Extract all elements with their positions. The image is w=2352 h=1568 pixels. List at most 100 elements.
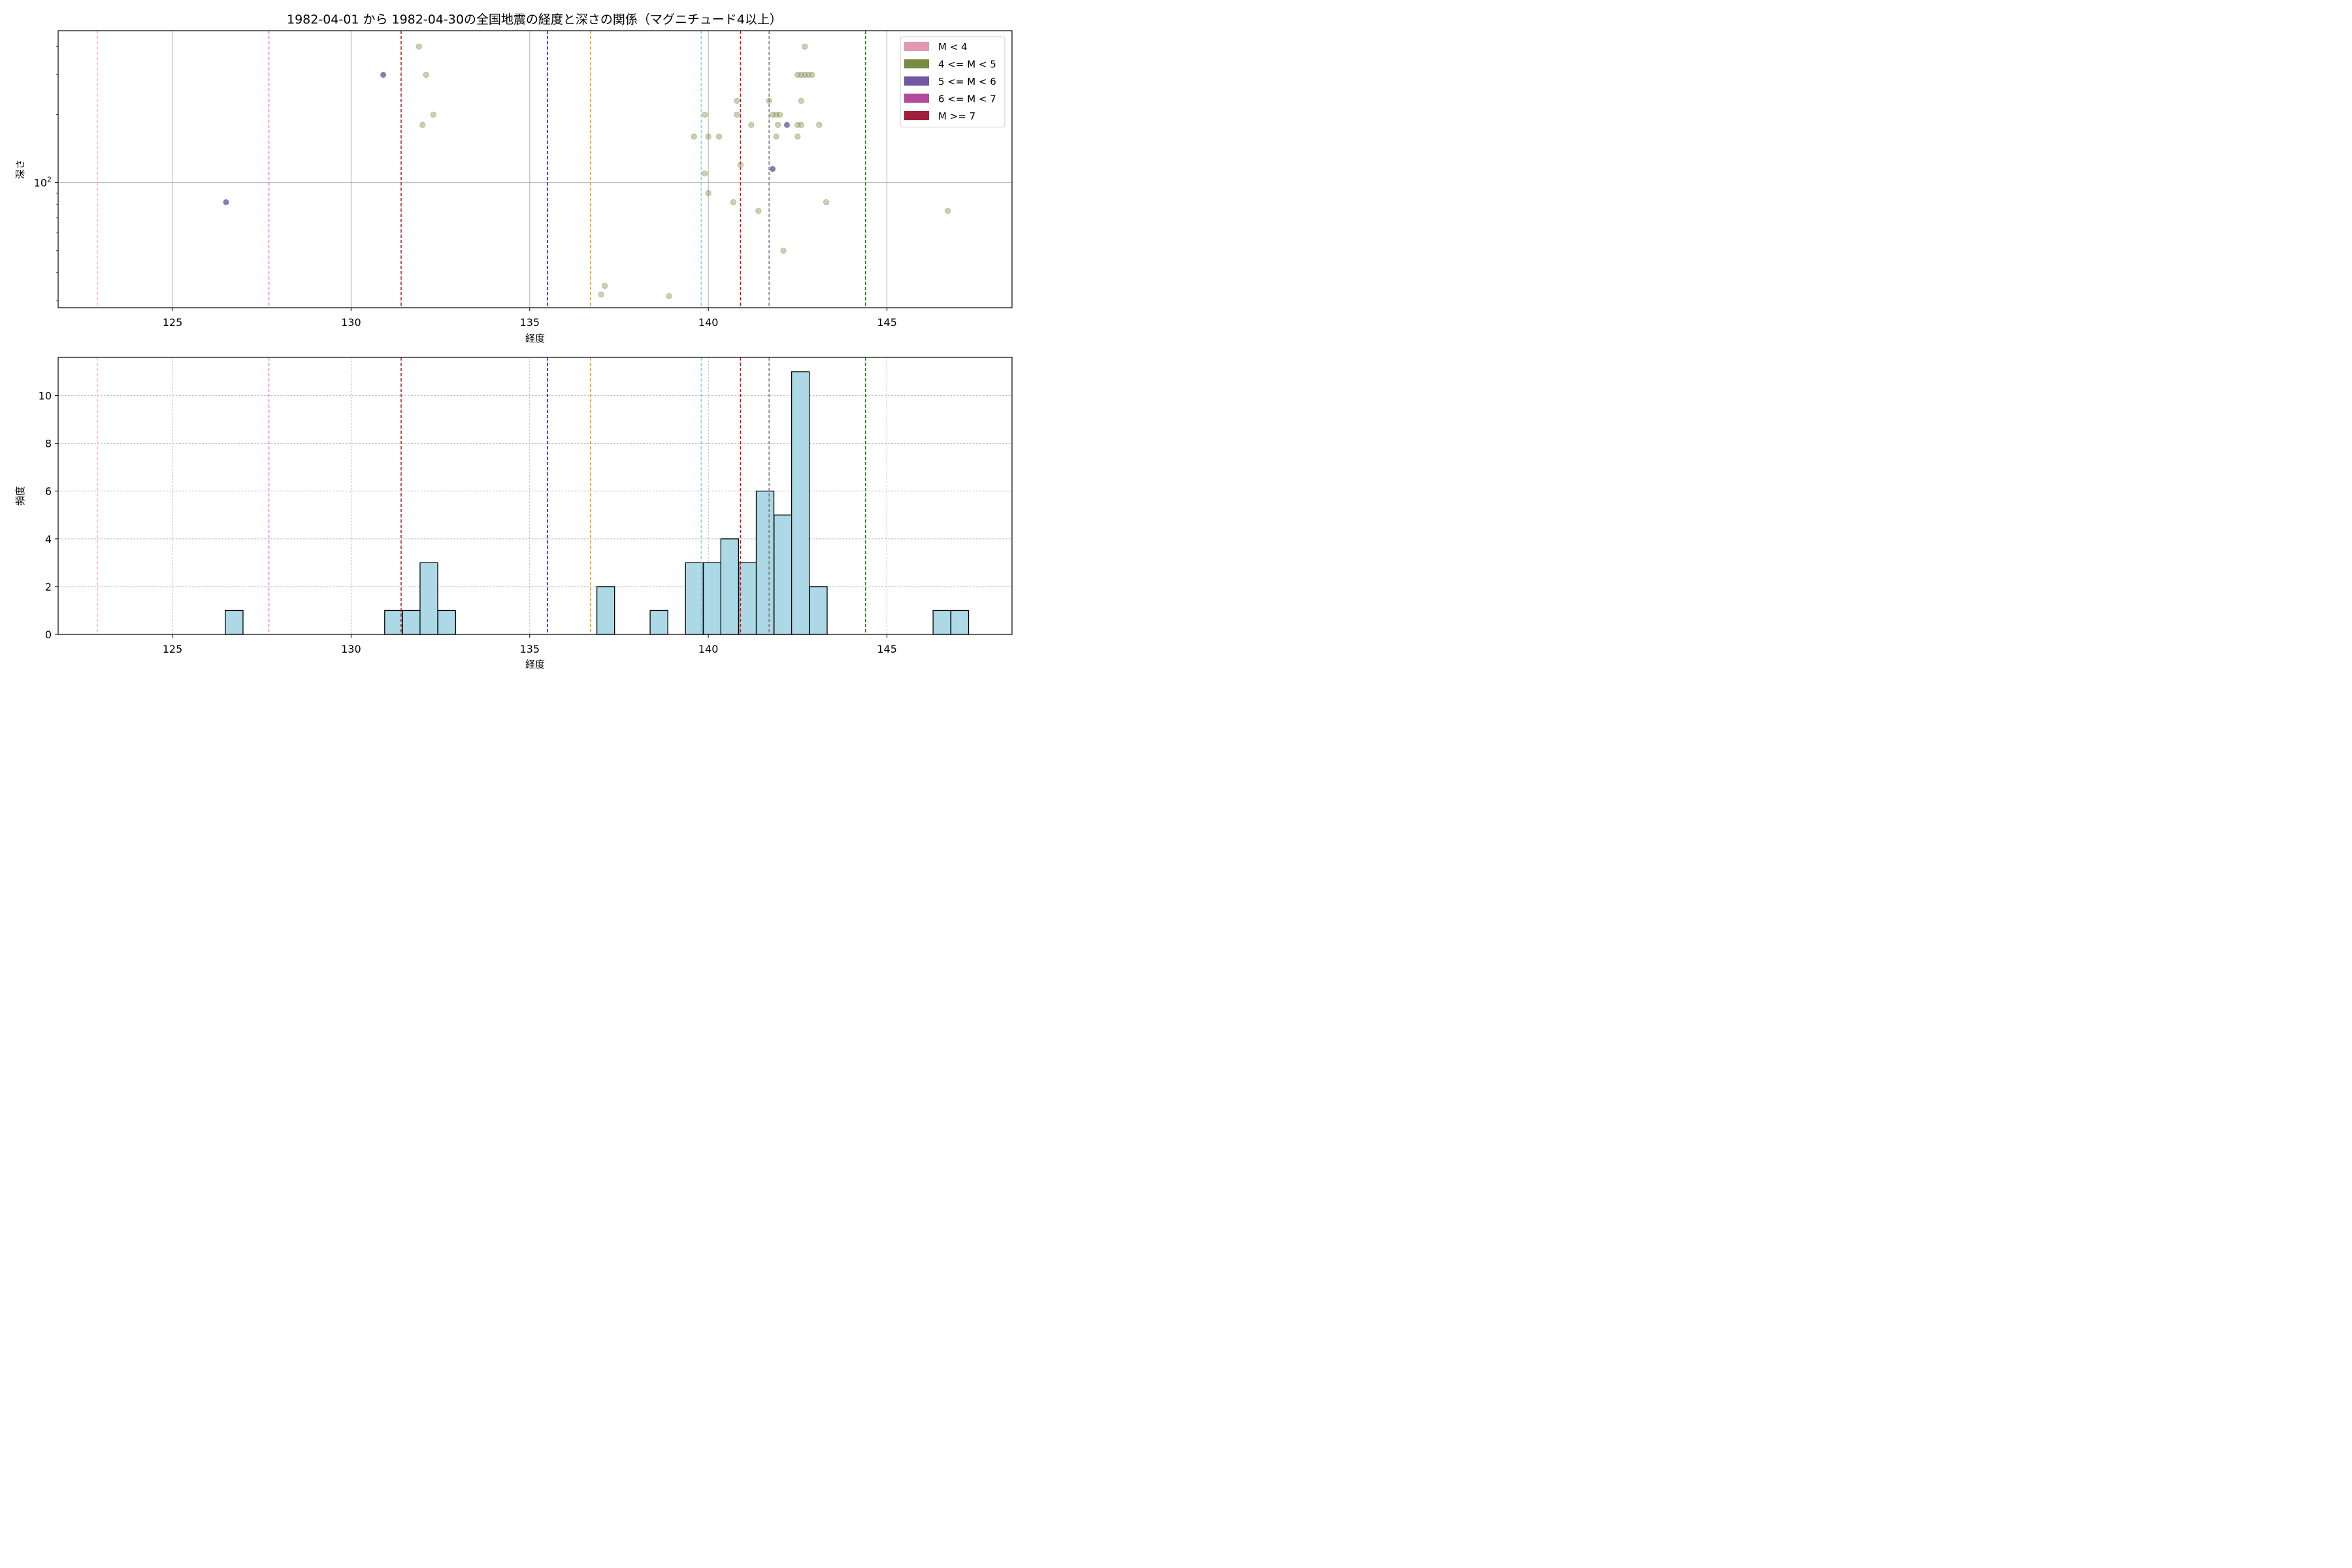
histogram-y-axis-label: 頻度 <box>14 486 26 506</box>
histogram-bars <box>225 371 970 635</box>
scatter-point <box>734 111 740 118</box>
scatter-point <box>755 208 762 214</box>
scatter-point <box>773 133 779 140</box>
histogram-bar <box>720 538 740 635</box>
histogram-y-tick-label: 10 <box>39 389 52 402</box>
histogram-bar <box>402 610 421 635</box>
chart-title: 1982-04-01 から 1982-04-30の全国地震の経度と深さの関係（マ… <box>287 12 782 27</box>
scatter-point <box>223 199 229 206</box>
scatter-point <box>794 133 801 140</box>
scatter-point <box>780 248 787 254</box>
scatter-y-axis-label: 深さ <box>14 159 26 179</box>
scatter-point <box>805 71 811 78</box>
histogram-plot-frame <box>57 357 1013 635</box>
legend-label: 4 <= M < 5 <box>938 59 996 71</box>
histogram-x-ticks: 125 130 135 140 145 <box>163 634 897 655</box>
scatter-plot-frame <box>57 30 1013 308</box>
scatter-point <box>419 122 426 128</box>
histogram-bar <box>384 610 403 635</box>
legend-label: M >= 7 <box>938 110 975 122</box>
scatter-point <box>776 111 783 118</box>
histogram-y-ticks: 0 2 4 6 8 10 <box>39 389 58 641</box>
scatter-point <box>716 133 723 140</box>
scatter-point <box>702 170 708 176</box>
scatter-point <box>416 43 422 50</box>
histogram-x-tick-label: 130 <box>341 643 361 655</box>
scatter-point <box>794 122 801 128</box>
scatter-point <box>598 291 604 298</box>
scatter-point <box>705 133 711 140</box>
scatter-panel: 125 130 135 140 145 102 経度 深さ M < 4 4 <= M < … <box>14 30 1013 344</box>
scatter-point <box>666 293 672 299</box>
scatter-point <box>794 71 801 78</box>
histogram-y-tick-label: 6 <box>45 485 52 498</box>
scatter-point <box>809 71 815 78</box>
scatter-point <box>691 133 697 140</box>
histogram-bar <box>419 562 438 635</box>
scatter-point <box>783 122 791 128</box>
scatter-point <box>430 111 436 118</box>
legend: M < 4 4 <= M < 5 5 <= M < 6 6 <= M < 7 M >= … <box>900 36 1005 127</box>
histogram-bar <box>809 586 828 635</box>
scatter-x-tick-label: 135 <box>520 316 540 329</box>
scatter-point <box>802 43 808 50</box>
scatter-point <box>798 122 804 128</box>
scatter-point <box>730 199 737 206</box>
histogram-x-tick-label: 140 <box>698 643 719 655</box>
histogram-bar <box>685 562 704 635</box>
scatter-point <box>798 71 804 78</box>
histogram-grid <box>58 357 1012 635</box>
scatter-point <box>702 111 708 118</box>
scatter-point <box>602 282 608 289</box>
scatter-x-axis-label: 経度 <box>525 333 545 344</box>
scatter-point <box>380 71 387 78</box>
histogram-y-tick-label: 4 <box>45 533 52 546</box>
histogram-bar <box>791 371 810 635</box>
histogram-bar <box>774 514 792 635</box>
histogram-bar <box>437 610 456 635</box>
scatter-point <box>770 111 776 118</box>
legend-swatch <box>904 111 929 120</box>
histogram-y-tick-label: 8 <box>45 438 52 450</box>
scatter-x-tick-label: 125 <box>163 316 183 329</box>
scatter-x-tick-label: 130 <box>341 316 361 329</box>
legend-swatch <box>904 93 929 103</box>
scatter-y-ticks: 102 <box>34 46 58 302</box>
scatter-point <box>766 97 772 105</box>
scatter-reference-lines <box>97 31 866 308</box>
histogram-bar <box>755 491 775 635</box>
scatter-point <box>823 199 830 206</box>
histogram-x-tick-label: 125 <box>163 643 183 655</box>
histogram-bar <box>596 586 615 635</box>
scatter-y-tick-label: 102 <box>34 176 52 189</box>
legend-label: 6 <= M < 7 <box>938 93 996 105</box>
histogram-bar <box>702 562 722 635</box>
histogram-y-tick-label: 2 <box>45 581 52 593</box>
scatter-point <box>816 122 823 128</box>
scatter-point <box>798 97 804 105</box>
legend-label: M < 4 <box>938 41 968 53</box>
legend-swatch <box>904 76 929 86</box>
scatter-x-tick-label: 145 <box>877 316 897 329</box>
histogram-bar <box>649 610 668 635</box>
histogram-panel: 125 130 135 140 145 0 2 4 6 8 10 経度 頻度 <box>14 357 1013 670</box>
histogram-bar <box>932 610 951 635</box>
histogram-bar <box>738 562 757 635</box>
chart-canvas: 1982-04-01 から 1982-04-30の全国地震の経度と深さの関係（マ… <box>14 12 1013 670</box>
scatter-x-tick-label: 140 <box>698 316 719 329</box>
scatter-point <box>802 71 808 78</box>
histogram-reference-lines <box>97 357 866 634</box>
scatter-point <box>737 161 744 168</box>
scatter-points <box>223 43 951 299</box>
scatter-point <box>748 122 755 128</box>
scatter-grid <box>58 31 1012 308</box>
scatter-point <box>775 122 781 128</box>
histogram-x-axis-label: 経度 <box>525 659 545 670</box>
histogram-bar <box>950 610 970 635</box>
legend-swatch <box>904 59 929 69</box>
histogram-x-tick-label: 145 <box>877 643 897 655</box>
scatter-point <box>770 166 776 172</box>
scatter-point <box>734 97 740 105</box>
scatter-point <box>423 71 429 78</box>
scatter-point <box>705 189 711 197</box>
